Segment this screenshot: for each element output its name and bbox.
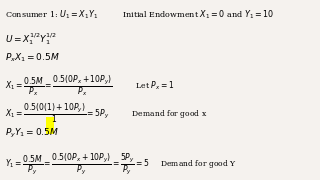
- Text: $X_1 = \dfrac{0.5M}{P_x} = \dfrac{0.5(0P_x+10P_y)}{P_x}$          Let $P_x = 1$: $X_1 = \dfrac{0.5M}{P_x} = \dfrac{0.5(0P…: [5, 73, 174, 98]
- Text: $P_yY_1 = 0.5M$: $P_yY_1 = 0.5M$: [5, 127, 59, 140]
- Text: $Y_1 = \dfrac{0.5M}{P_y} = \dfrac{0.5(0P_x+10P_y)}{P_y} = \dfrac{5P_y}{P_y} = 5$: $Y_1 = \dfrac{0.5M}{P_y} = \dfrac{0.5(0P…: [5, 152, 236, 177]
- Text: $X_1 = \dfrac{0.5(0(1)+10P_y)}{1} = 5P_y$          Demand for good x: $X_1 = \dfrac{0.5(0(1)+10P_y)}{1} = 5P_y…: [5, 102, 207, 125]
- Text: $P_xX_1 = 0.5M$: $P_xX_1 = 0.5M$: [5, 51, 60, 64]
- Text: $U = X_1^{1/2}Y_1^{1/2}$: $U = X_1^{1/2}Y_1^{1/2}$: [5, 31, 57, 47]
- Text: Consumer 1: $U_1 = X_1Y_1$          Initial Endowment $X_1 = 0$ and $Y_1= 10$: Consumer 1: $U_1 = X_1Y_1$ Initial Endow…: [5, 8, 274, 21]
- Bar: [46, 117, 54, 134]
